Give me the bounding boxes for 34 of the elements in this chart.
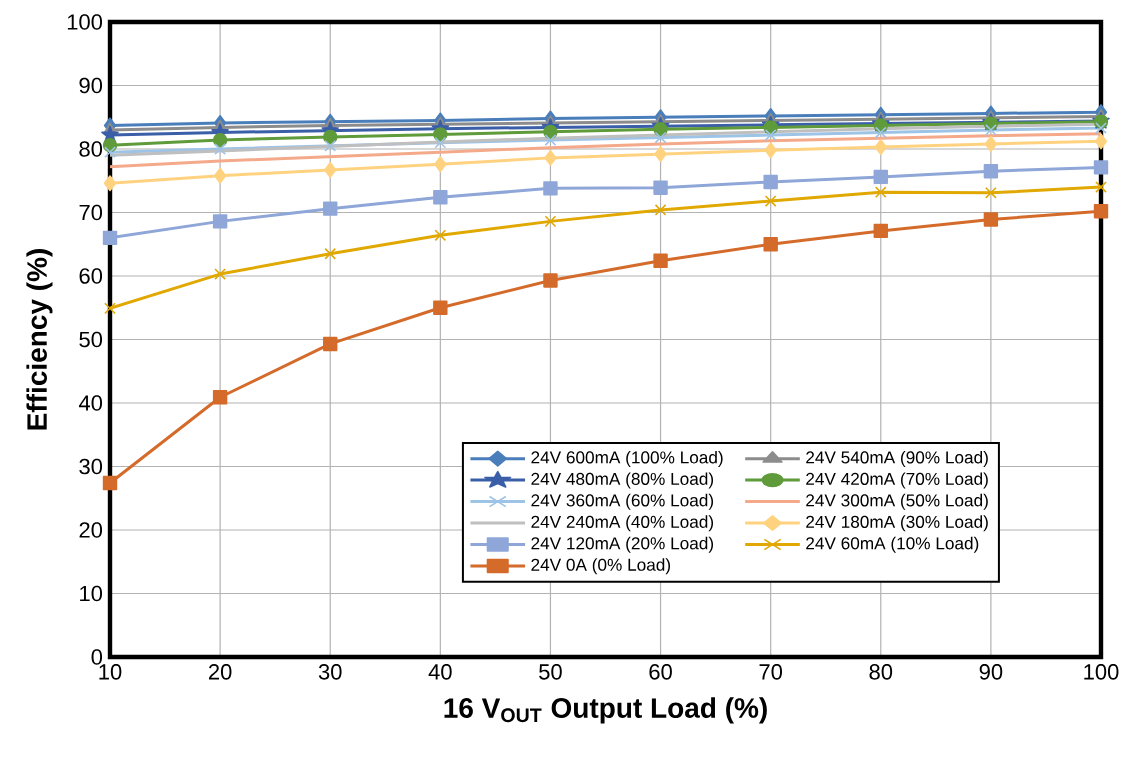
y-tick-label: 20	[79, 522, 103, 538]
x-tick-label: 90	[979, 664, 1003, 680]
x-tick-label: 20	[208, 664, 232, 680]
y-tick-label: 50	[79, 331, 103, 348]
y-tick-label: 60	[79, 268, 103, 284]
x-tick-label: 100	[1084, 664, 1119, 680]
legend-label: 24V 600mA (100% Load)	[531, 450, 723, 467]
x-tick-label: 40	[428, 664, 452, 680]
y-axis-title: Efficiency (%)	[26, 249, 53, 430]
legend-label: 24V 540mA (90% Load)	[806, 450, 988, 467]
x-tick-label: 50	[539, 664, 562, 680]
y-tick-label: 10	[80, 585, 103, 602]
y-tick-label: 30	[79, 458, 103, 475]
y-tick-label: 90	[79, 77, 103, 94]
x-tick-label: 60	[649, 664, 672, 680]
legend-label: 24V 420mA (70% Load)	[806, 472, 988, 489]
y-tick-label: 80	[79, 141, 103, 157]
x-tick-label: 80	[869, 664, 893, 680]
legend-label: 24V 300mA (50% Load)	[806, 493, 988, 510]
legend-label: 24V 480mA (80% Load)	[531, 472, 714, 489]
x-tick-label: 70	[759, 664, 783, 680]
legend-label: 24V 360mA (60% Load)	[531, 493, 714, 510]
legend-label: 24V 60mA (10% Load)	[806, 536, 979, 553]
y-tick-label: 70	[79, 204, 103, 221]
legend-label: 24V 180mA (30% Load)	[806, 515, 988, 532]
text: 16 V$_{OUT}$ Output Load (%)	[444, 697, 767, 724]
legend-label: 24V 120mA (20% Load)	[531, 536, 714, 553]
x-tick-label: 30	[318, 664, 342, 680]
legend-label: 24V 240mA (40% Load)	[531, 515, 714, 532]
y-tick-label: 40	[78, 395, 103, 411]
y-tick-label: 0	[91, 649, 103, 665]
x-tick-label: 10	[99, 664, 122, 680]
y-tick-label: 100	[67, 14, 103, 30]
legend-label: 24V 0A (0% Load)	[531, 558, 671, 575]
